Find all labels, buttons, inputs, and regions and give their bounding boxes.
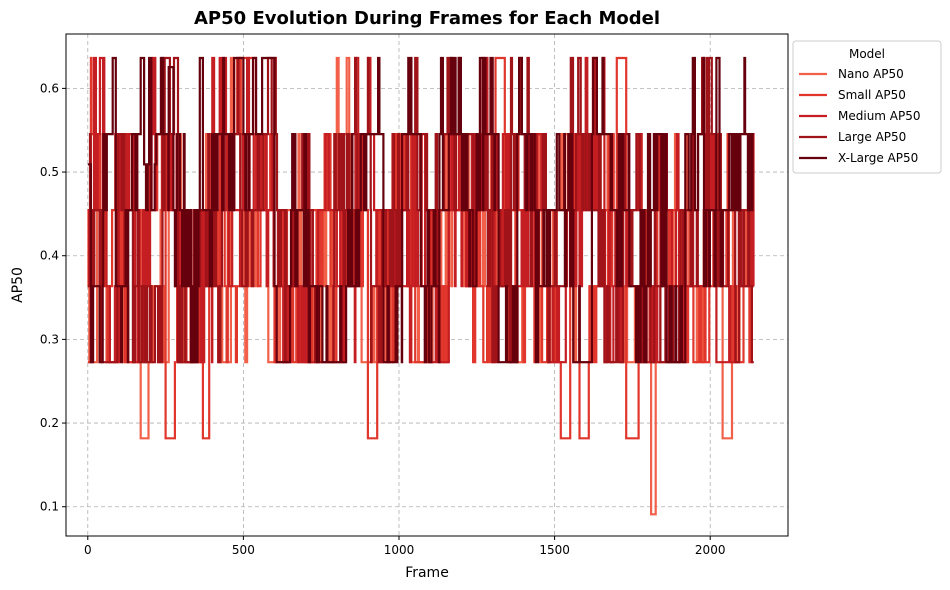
x-tick-label: 1500 xyxy=(539,543,570,557)
x-tick-label: 0 xyxy=(84,543,92,557)
y-axis-label: AP50 xyxy=(10,267,26,303)
legend-items: Nano AP50 Small AP50 Medium AP50 Large AP50… xyxy=(799,67,921,165)
y-tick-label: 0.6 xyxy=(40,81,59,95)
plot-frame xyxy=(65,33,789,537)
x-tick-label: 500 xyxy=(232,543,255,557)
legend-label: X-Large AP50 xyxy=(838,151,918,165)
x-axis-label: Frame xyxy=(405,565,449,581)
x-axis-ticks: 0 500 1000 1500 2000 xyxy=(84,536,726,557)
legend-title: Model xyxy=(849,47,885,61)
legend: Model Nano AP50 Small AP50 Medium AP50 Larg… xyxy=(792,40,942,174)
legend-box xyxy=(792,40,942,174)
y-tick-label: 0.1 xyxy=(40,500,59,514)
series-line-5 xyxy=(87,56,754,364)
legend-label: Small AP50 xyxy=(838,88,906,102)
x-tick-label: 1000 xyxy=(384,543,415,557)
legend-label: Nano AP50 xyxy=(838,67,904,81)
y-tick-label: 0.5 xyxy=(40,165,59,179)
legend-label: Large AP50 xyxy=(838,130,906,144)
y-tick-label: 0.4 xyxy=(40,249,59,263)
chart-title: AP50 Evolution During Frames for Each Mo… xyxy=(194,8,660,29)
legend-label: Medium AP50 xyxy=(838,109,921,123)
y-tick-label: 0.2 xyxy=(40,416,59,430)
y-tick-label: 0.3 xyxy=(40,332,59,346)
y-axis-ticks: 0.1 0.2 0.3 0.4 0.5 0.6 xyxy=(40,81,66,514)
x-tick-label: 2000 xyxy=(695,543,726,557)
plot-lines xyxy=(87,56,755,516)
